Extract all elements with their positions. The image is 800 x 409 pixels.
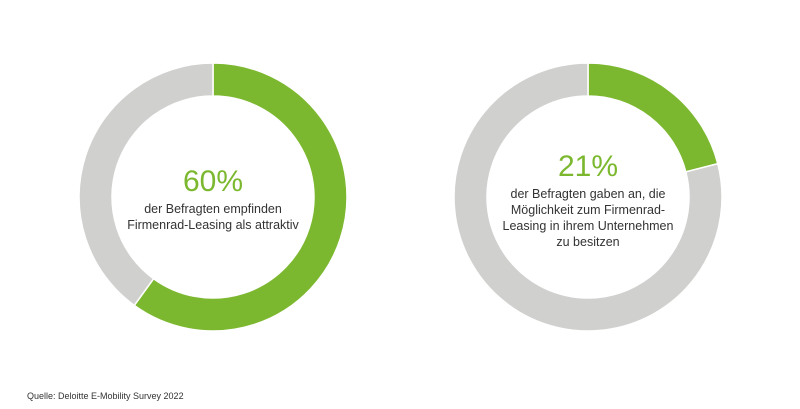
donut-1-slice-rest (78, 62, 214, 307)
donut-2-label: 21% der Befragten gaben an, die Möglichk… (488, 150, 688, 250)
donut-2-text-line: Leasing in ihrem Unternehmen (502, 219, 674, 233)
source-note: Quelle: Deloitte E-Mobility Survey 2022 (27, 391, 184, 401)
donut-1-text-line: der Befragten empfinden (144, 202, 282, 216)
donut-1-value: 60% (182, 165, 244, 198)
donut-2-text-line: der Befragten gaben an, die (510, 187, 666, 201)
donut-1-slice-attraktiv (133, 62, 348, 332)
donut-1-text-line: Firmenrad-Leasing als attraktiv (127, 218, 299, 232)
donut-2-slice-rest (453, 62, 723, 332)
donut-1-label: 60% der Befragten empfinden Firmenrad-Le… (113, 165, 313, 233)
donut-2-text-line: zu besitzen (556, 235, 620, 249)
donut-2-value: 21% (557, 150, 619, 183)
donut-2-text-line: Möglichkeit zum Firmenrad- (510, 203, 666, 217)
